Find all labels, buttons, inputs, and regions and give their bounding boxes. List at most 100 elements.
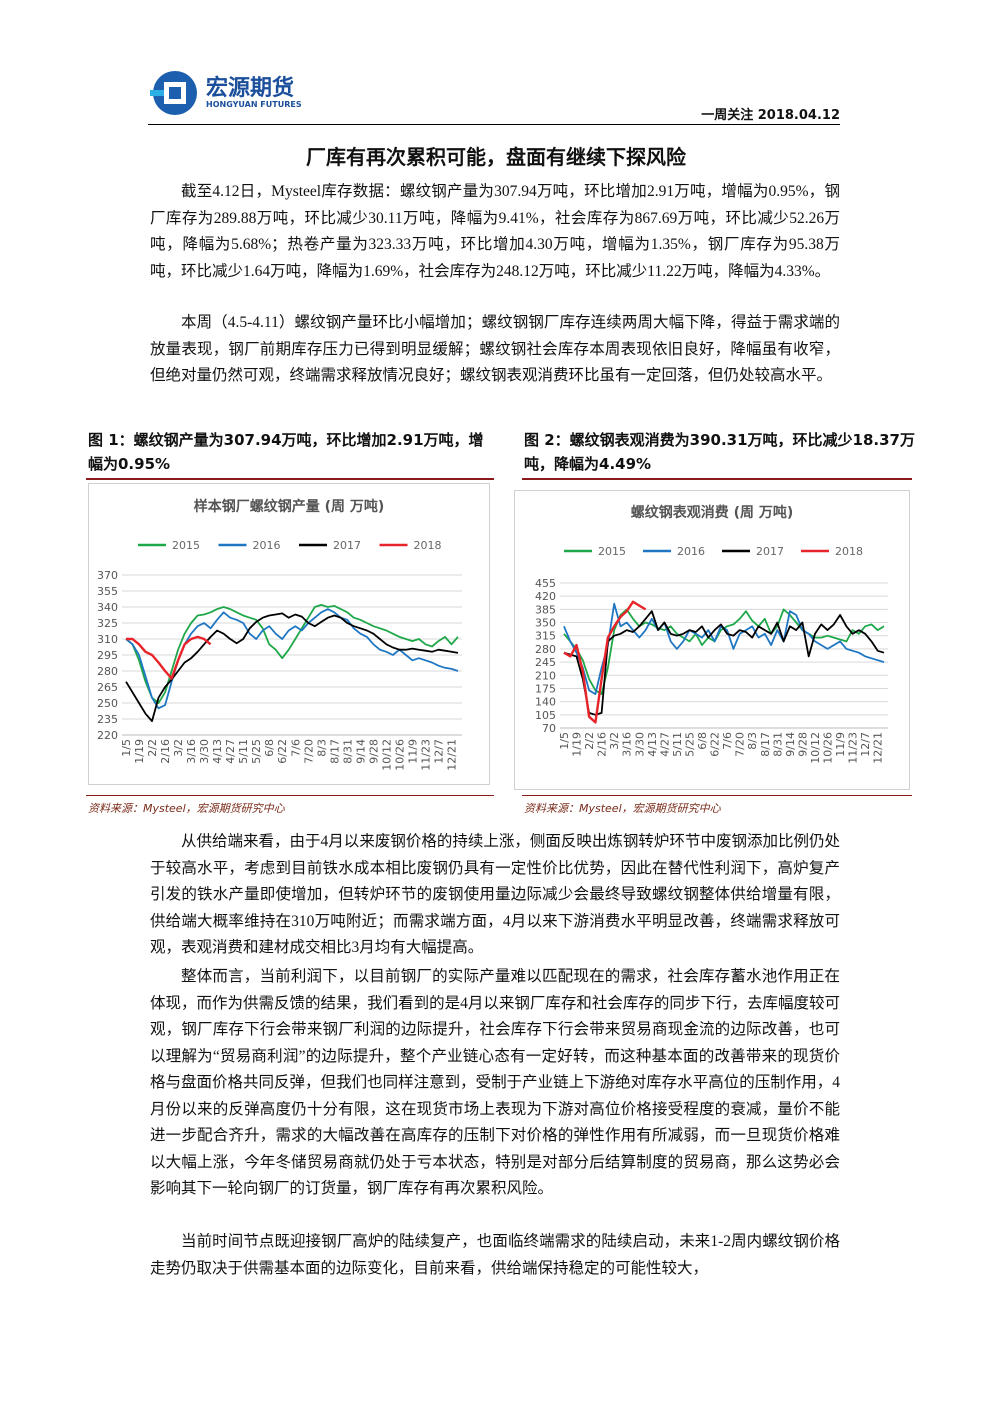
- x-tick-label: 2/16: [596, 732, 609, 757]
- y-tick-label: 385: [535, 603, 556, 616]
- logo-en: HONGYUAN FUTURES: [206, 100, 302, 109]
- y-tick-label: 295: [97, 649, 118, 662]
- logo-cn: 宏源期货: [206, 76, 295, 101]
- chart: 螺纹钢表观消费 (周 万吨) 70105140175210245280315350…: [514, 490, 910, 790]
- legend-label: 2018: [414, 539, 442, 552]
- x-tick-label: 10/26: [822, 732, 835, 764]
- series-line: [126, 635, 212, 680]
- x-tick-label: 7/6: [289, 739, 302, 757]
- x-tick-label: 2/16: [159, 739, 172, 764]
- x-tick-label: 3/2: [608, 732, 621, 750]
- legend-label: 2017: [333, 539, 361, 552]
- y-tick-label: 350: [535, 617, 556, 630]
- x-tick-label: 8/17: [328, 739, 341, 764]
- caption-rule: [86, 478, 494, 480]
- x-tick-label: 5/25: [683, 732, 696, 757]
- figure-caption: 图 1：螺纹钢产量为307.94万吨，环比增加2.91万吨，增幅为0.95%: [88, 431, 484, 473]
- y-tick-label: 420: [535, 590, 556, 603]
- paragraph: 截至4.12日，Mysteel库存数据：螺纹钢产量为307.94万吨，环比增加2…: [150, 183, 840, 280]
- x-tick-label: 7/20: [302, 739, 315, 764]
- x-tick-label: 11/9: [406, 739, 419, 764]
- chart: 样本钢厂螺纹钢产量 (周 万吨) 220 235 250 265 280 295 310 325…: [88, 483, 490, 785]
- x-tick-label: 7/20: [734, 732, 747, 757]
- logo-icon: [150, 71, 197, 115]
- x-tick-label: 3/30: [198, 739, 211, 764]
- y-tick-label: 310: [97, 633, 118, 646]
- x-tick-label: 5/25: [250, 739, 263, 764]
- x-tick-label: 9/14: [784, 732, 797, 757]
- chart-title: 样本钢厂螺纹钢产量 (周 万吨): [194, 498, 385, 515]
- chart-title: 螺纹钢表观消费 (周 万吨): [631, 504, 794, 521]
- x-tick-label: 3/30: [633, 732, 646, 757]
- y-tick-label: 325: [97, 617, 118, 630]
- x-tick-label: 3/16: [621, 732, 634, 757]
- y-tick-label: 315: [535, 630, 556, 643]
- x-tick-label: 11/23: [419, 739, 432, 771]
- y-tick-label: 105: [535, 709, 556, 722]
- x-tick-label: 8/3: [315, 739, 328, 757]
- x-tick-label: 10/12: [380, 739, 393, 771]
- x-tick-label: 12/7: [432, 739, 445, 764]
- y-tick-label: 175: [535, 682, 556, 695]
- y-tick-label: 355: [97, 585, 118, 598]
- x-tick-label: 8/31: [341, 739, 354, 764]
- legend-label: 2015: [172, 539, 200, 552]
- paragraph: 整体而言，当前利润下，以目前钢厂的实际产量难以匹配现在的需求，社会库存蓄水池作用…: [150, 968, 840, 1197]
- x-tick-label: 4/13: [646, 732, 659, 757]
- x-tick-label: 1/5: [558, 732, 571, 750]
- y-tick-label: 70: [542, 722, 556, 735]
- chart-frame: [88, 483, 490, 785]
- legend-label: 2016: [253, 539, 281, 552]
- x-tick-label: 4/13: [211, 739, 224, 764]
- x-tick-label: 2/2: [146, 739, 159, 757]
- y-tick-label: 340: [97, 601, 118, 614]
- x-tick-label: 12/7: [859, 732, 872, 757]
- x-tick-label: 11/23: [847, 732, 860, 764]
- x-tick-label: 4/27: [658, 732, 671, 757]
- series-line: [125, 604, 459, 704]
- y-tick-label: 455: [535, 577, 556, 590]
- x-tick-label: 9/28: [796, 732, 809, 757]
- y-tick-label: 250: [97, 697, 118, 710]
- source-rule: [522, 795, 912, 796]
- paragraph: 从供给端来看，由于4月以来废钢价格的持续上涨，侧面反映出炼钢转炉环节中废钢添加比…: [150, 833, 840, 956]
- y-tick-label: 210: [535, 669, 556, 682]
- x-tick-label: 1/19: [133, 739, 146, 764]
- y-tick-label: 265: [97, 681, 118, 694]
- figure-source: 资料来源：Mysteel，宏源期货研究中心: [88, 802, 285, 815]
- figure-source: 资料来源：Mysteel，宏源期货研究中心: [524, 802, 721, 815]
- series-line: [563, 610, 885, 716]
- y-tick-label: 370: [97, 569, 118, 582]
- x-tick-label: 8/3: [746, 732, 759, 750]
- header-tag: 一周关注 2018.04.12: [701, 108, 840, 123]
- x-tick-label: 12/21: [445, 739, 458, 771]
- x-tick-label: 3/16: [185, 739, 198, 764]
- legend-label: 2016: [677, 545, 705, 558]
- legend-label: 2018: [835, 545, 863, 558]
- x-tick-label: 5/11: [671, 732, 684, 757]
- legend-label: 2015: [598, 545, 626, 558]
- doc-title: 厂库有再次累积可能，盘面有继续下探风险: [306, 145, 686, 169]
- y-tick-label: 235: [97, 713, 118, 726]
- legend-label: 2017: [756, 545, 784, 558]
- y-tick-label: 280: [535, 643, 556, 656]
- x-tick-label: 10/12: [809, 732, 822, 764]
- x-tick-label: 6/8: [696, 732, 709, 750]
- source-rule: [86, 795, 494, 796]
- x-tick-label: 11/9: [834, 732, 847, 757]
- x-tick-label: 7/6: [721, 732, 734, 750]
- header-rule: [148, 124, 840, 125]
- x-tick-label: 2/2: [583, 732, 596, 750]
- y-tick-label: 245: [535, 656, 556, 669]
- x-tick-label: 1/5: [120, 739, 133, 757]
- paragraph: 当前时间节点既迎接钢厂高炉的陆续复产，也面临终端需求的陆续启动，未来1-2周内螺…: [150, 1233, 840, 1277]
- x-tick-label: 9/28: [367, 739, 380, 764]
- x-tick-label: 1/19: [571, 732, 584, 757]
- x-tick-label: 6/22: [276, 739, 289, 764]
- x-tick-label: 12/21: [872, 732, 885, 764]
- y-tick-label: 220: [97, 729, 118, 742]
- caption-rule: [522, 478, 912, 480]
- paragraph: 本周（4.5-4.11）螺纹钢产量环比小幅增加；螺纹钢钢厂库存连续两周大幅下降，…: [150, 314, 840, 384]
- x-tick-label: 4/27: [224, 739, 237, 764]
